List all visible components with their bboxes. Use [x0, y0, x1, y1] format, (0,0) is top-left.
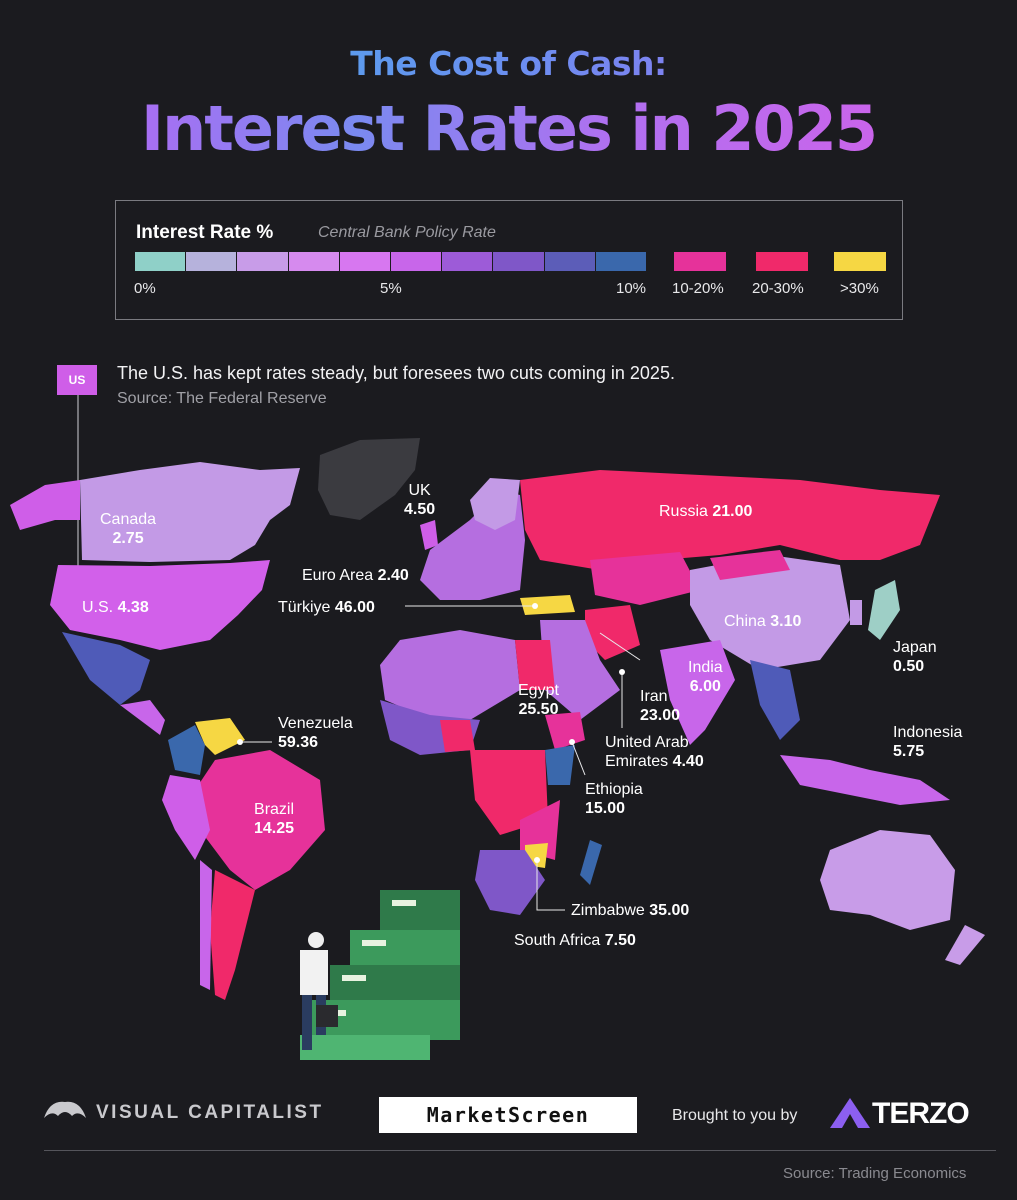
legend-label-10: 10% [616, 280, 647, 297]
label-japan: Japan 0.50 [893, 639, 937, 675]
colombia-shape [168, 725, 205, 775]
legend-label-0: 0% [134, 280, 156, 297]
legend-label-5: 5% [380, 280, 402, 297]
legend-gradient-swatch [391, 252, 442, 271]
legend-gradient-swatch [493, 252, 544, 271]
label-uk: UK 4.50 [404, 482, 436, 518]
turkiye-shape [520, 595, 575, 615]
russia-shape [520, 470, 940, 570]
label-egypt: Egypt 25.50 [518, 682, 559, 718]
brazil-shape [195, 750, 325, 890]
egypt-shape [515, 640, 555, 690]
legend-bucket-swatch [834, 252, 886, 271]
label-canada: Canada 2.75 [100, 511, 157, 547]
label-india: India 6.00 [688, 659, 723, 695]
legend-gradient-swatch [186, 252, 237, 271]
label-ethiopia: Ethiopia 15.00 [585, 781, 643, 817]
turkiye-dot [532, 603, 538, 609]
scandinavia-shape [470, 478, 520, 530]
greenland-shape [318, 438, 420, 520]
legend-label-bucket-2: 20-30% [752, 280, 804, 297]
label-china: China 3.10 [724, 613, 802, 630]
callout-source: Source: The Federal Reserve [117, 390, 327, 407]
iran-leader [599, 632, 641, 661]
mongolia-shape [710, 550, 790, 580]
legend-gradient-swatch [595, 252, 646, 271]
madagascar-shape [580, 840, 602, 885]
ethiopia-shape [545, 712, 585, 750]
australia-shape [820, 830, 955, 930]
zimbabwe-dot [534, 857, 540, 863]
legend-gradient-swatch [288, 252, 339, 271]
chart-subtitle: The Cost of Cash: [0, 44, 1017, 83]
source-note: Source: Trading Economics [783, 1165, 967, 1182]
se-asia-shape [750, 660, 800, 740]
chile-shape [200, 860, 212, 990]
label-zimbabwe: Zimbabwe 35.00 [571, 902, 690, 919]
legend-subtitle: Central Bank Policy Rate [318, 224, 496, 241]
legend-gradient-swatch [135, 252, 186, 271]
india-shape [660, 640, 735, 745]
label-uae: United Arab Emirates 4.40 [605, 734, 704, 770]
ethiopia-leader [571, 741, 586, 776]
legend-label-bucket-3: >30% [840, 280, 879, 297]
uk-shape [420, 520, 438, 550]
nigeria-shape [440, 720, 475, 752]
korea-shape [850, 600, 862, 625]
footer-divider [44, 1150, 996, 1151]
marketscreen-logo: MarketScreen [379, 1097, 637, 1133]
brought-to-you-by: Brought to you by [672, 1107, 798, 1124]
label-turkiye: Türkiye 46.00 [278, 599, 375, 616]
mexico-shape [62, 632, 150, 705]
label-euro-area: Euro Area 2.40 [302, 567, 409, 584]
legend-title: Interest Rate % [136, 222, 274, 243]
new-zealand-shape [945, 925, 985, 965]
legend-gradient-swatch [544, 252, 595, 271]
legend-bucket-swatch [674, 252, 726, 271]
visual-capitalist-logo: VISUAL CAPITALIST [96, 1102, 324, 1123]
label-us: U.S. 4.38 [82, 599, 149, 616]
label-russia: Russia 21.00 [659, 503, 753, 520]
iran-shape [585, 605, 640, 660]
terzo-logo: TERZO [872, 1097, 970, 1130]
indonesia-shape [780, 755, 950, 805]
north-africa-shape [380, 630, 520, 720]
label-venezuela: Venezuela 59.36 [278, 715, 353, 751]
legend-gradient-swatch [442, 252, 493, 271]
uae-dot [619, 669, 625, 675]
kenya-shape [545, 745, 575, 785]
label-iran: Iran 23.00 [640, 688, 681, 724]
legend-bucket-swatch [756, 252, 808, 271]
ethiopia-dot [569, 739, 575, 745]
venezuela-dot [237, 739, 243, 745]
label-indonesia: Indonesia 5.75 [893, 724, 963, 760]
argentina-shape [210, 870, 255, 1000]
peru-shape [162, 775, 210, 860]
person-illustration [300, 932, 338, 1050]
china-shape [690, 555, 850, 670]
terzo-logo-icon [830, 1098, 870, 1128]
us-tag: US [57, 365, 97, 395]
central-asia-shape [590, 552, 700, 605]
usa-shape [50, 560, 270, 650]
zimbabwe-leader [536, 860, 565, 911]
callout-text: The U.S. has kept rates steady, but fore… [117, 363, 675, 383]
label-brazil: Brazil 14.25 [254, 801, 295, 837]
legend-gradient-swatch [237, 252, 288, 271]
legend-gradient-swatch [339, 252, 390, 271]
alaska-shape [10, 480, 80, 530]
visual-capitalist-logo-icon [44, 1101, 86, 1118]
label-south-africa: South Africa 7.50 [514, 932, 636, 949]
central-america-shape [120, 700, 165, 735]
venezuela-shape [195, 718, 245, 755]
canada-shape [80, 462, 300, 562]
south-africa-shape [475, 850, 545, 915]
legend-box [115, 200, 903, 320]
legend-label-bucket-1: 10-20% [672, 280, 724, 297]
chart-title: Interest Rates in 2025 [0, 92, 1017, 165]
japan-shape [868, 580, 900, 640]
middle-east-shape [540, 620, 620, 720]
central-africa-shape [470, 750, 548, 835]
